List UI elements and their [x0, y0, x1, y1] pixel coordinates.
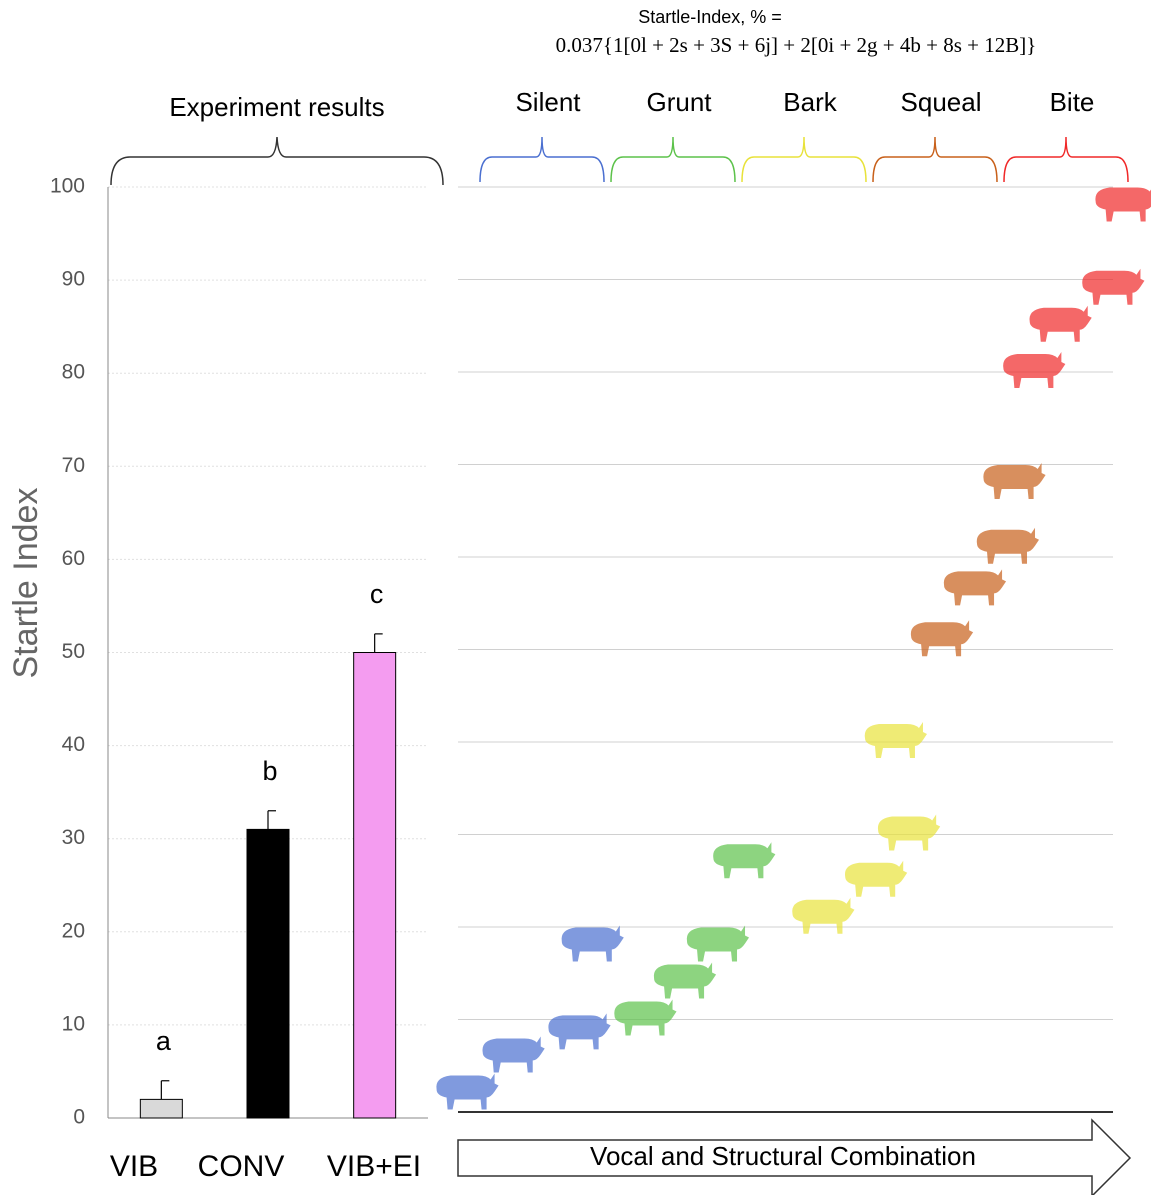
- significance-letter: b: [262, 756, 277, 786]
- y-tick-label: 10: [62, 1012, 85, 1035]
- bar: [353, 652, 397, 1119]
- pig-point: [976, 527, 1040, 564]
- pig-point: [653, 962, 717, 999]
- y-tick-label: 50: [62, 640, 85, 663]
- x-tick-label: CONV: [198, 1150, 285, 1183]
- pig-point: [713, 842, 776, 879]
- y-tick-label: 0: [73, 1106, 85, 1129]
- pig-point: [877, 814, 941, 851]
- y-tick-label: 40: [62, 733, 85, 756]
- group-label: Bite: [1050, 87, 1095, 117]
- pig-point: [792, 897, 855, 934]
- y-tick-label: 30: [62, 826, 85, 849]
- group-label: Squeal: [901, 87, 982, 117]
- x-tick-label: VIB+EI: [327, 1150, 421, 1183]
- pig-point: [1029, 305, 1092, 342]
- y-tick-label: 100: [50, 175, 85, 198]
- pig-point: [1082, 268, 1145, 305]
- group-brace: [872, 136, 998, 183]
- x-arrow: [457, 1118, 1132, 1195]
- group-brace: [741, 136, 867, 183]
- significance-letter: c: [370, 579, 384, 609]
- y-tick-label: 60: [62, 547, 85, 570]
- left-title: Experiment results: [169, 92, 384, 122]
- group-brace: [610, 136, 736, 183]
- pig-point: [844, 860, 908, 897]
- pig-point: [864, 722, 927, 758]
- significance-letter: a: [156, 1026, 172, 1056]
- pig-point: [1095, 187, 1151, 222]
- pig-point: [1003, 352, 1066, 388]
- y-tick-label: 90: [62, 268, 85, 291]
- pig-point: [614, 999, 677, 1036]
- group-brace: [1003, 136, 1129, 183]
- y-tick-label: 80: [62, 361, 85, 384]
- y-axis-label: Startle Index: [7, 488, 45, 679]
- bar: [246, 828, 290, 1119]
- pig-point: [561, 925, 624, 962]
- group-brace: [479, 136, 605, 183]
- bar: [139, 1098, 183, 1119]
- pig-point: [910, 620, 974, 657]
- pig-point: [943, 569, 1007, 606]
- formula-title: Startle-Index, % =: [638, 7, 782, 27]
- brace: [110, 136, 444, 186]
- pig-point: [436, 1073, 499, 1110]
- formula: 0.037{1[0l + 2s + 3S + 6j] + 2[0i + 2g +…: [556, 33, 1037, 57]
- x-tick-label: VIB: [110, 1150, 158, 1183]
- group-label: Grunt: [646, 87, 712, 117]
- y-tick-label: 20: [62, 919, 85, 942]
- pig-point: [686, 925, 750, 962]
- pig-point: [983, 463, 1046, 499]
- group-label: Silent: [515, 87, 581, 117]
- pig-point: [482, 1036, 545, 1073]
- pig-point: [548, 1013, 611, 1050]
- x-axis-label: Vocal and Structural Combination: [590, 1141, 976, 1171]
- y-tick-label: 70: [62, 454, 85, 477]
- group-label: Bark: [783, 87, 837, 117]
